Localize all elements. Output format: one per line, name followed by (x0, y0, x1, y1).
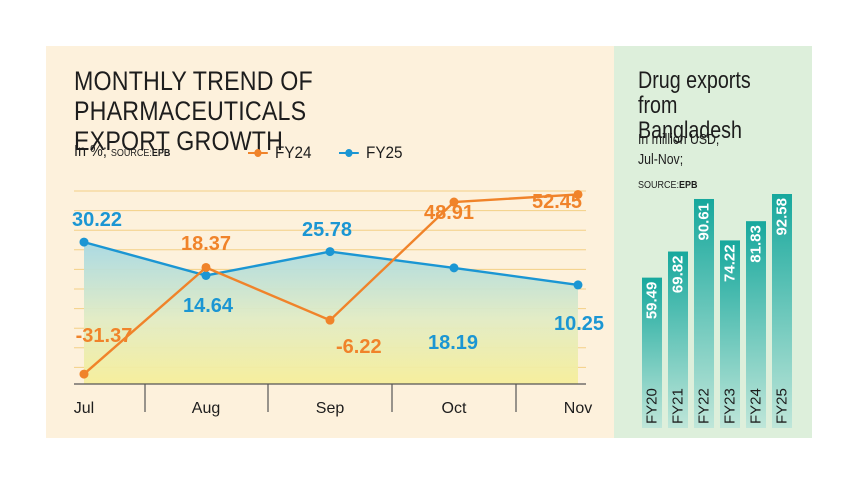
bar-title-line-2: from Bangladesh (638, 92, 742, 144)
unit-label: In %; (74, 143, 107, 160)
fy25-point (325, 247, 335, 257)
bar-value-label: 81.83 (748, 225, 765, 263)
fy24-data-label: 48.91 (424, 202, 474, 224)
chart-title: MONTHLY TREND OF PHARMACEUTICALS EXPORT … (74, 66, 521, 156)
bar-value-label: 92.58 (774, 198, 791, 236)
x-tick-label: Sep (316, 400, 345, 417)
chart-title-line-2: EXPORT GROWTH (74, 126, 284, 156)
bar-unit-label: In million USD; (638, 131, 720, 148)
bar-title-line-1: Drug exports (638, 67, 751, 94)
bar-unit-note: In million USD; Jul-Nov; (638, 130, 786, 170)
bar-chart-title: Drug exports from Bangladesh (638, 68, 777, 143)
fy24-data-label: 52.45 (532, 191, 582, 213)
x-tick-label: Jul (74, 400, 94, 417)
unit-source-note: In %; SOURCE:EPB (74, 143, 170, 161)
fy25-point (79, 237, 89, 247)
bar-fy23 (720, 240, 740, 428)
fy24-data-label: -6.22 (336, 336, 382, 358)
fy25-data-label: 10.25 (554, 313, 604, 335)
x-tick-label: Oct (442, 400, 467, 417)
fy25-point (201, 270, 211, 280)
fy25-data-label: 30.22 (72, 209, 122, 231)
x-tick-label: Aug (192, 400, 220, 417)
bar-category-label: FY24 (748, 388, 765, 424)
bar-source-note: SOURCE:EPB (638, 175, 698, 193)
legend-fy25-swatch (339, 149, 359, 157)
legend-fy24-label: FY24 (275, 143, 312, 162)
bar-chart: 59.49 FY20 69.82 FY21 90.61 FY22 74.22 FY23 81.8… (642, 194, 792, 428)
fy25-point (573, 280, 583, 290)
fy25-data-label: 25.78 (302, 219, 352, 241)
bar-fy21 (668, 251, 688, 428)
legend-fy24: FY24 (248, 143, 312, 163)
fy25-data-label: 14.64 (183, 295, 234, 317)
bar-category-label: FY22 (696, 388, 713, 424)
bar-value-label: 90.61 (696, 203, 713, 241)
chart-title-line-1: MONTHLY TREND OF PHARMACEUTICALS (74, 66, 313, 126)
legend-fy24-swatch (248, 149, 268, 157)
line-chart: Jul Aug Sep Oct Nov 30.22 14.64 25.78 18.19 10.25… (72, 189, 604, 417)
bar-category-label: FY21 (670, 388, 687, 424)
bar-fy20 (642, 277, 662, 428)
fy24-data-label: -31.37 (76, 325, 133, 347)
bar-category-label: FY20 (644, 388, 661, 424)
bar-source-value: EPB (679, 180, 698, 191)
fy24-point (325, 315, 335, 325)
line-chart-panel: MONTHLY TREND OF PHARMACEUTICALS EXPORT … (46, 46, 614, 438)
fy24-point (449, 197, 459, 207)
bar-source-label: SOURCE: (638, 180, 680, 191)
fy24-point (79, 369, 89, 379)
bar-value-label: 59.49 (644, 282, 661, 320)
bar-fy22 (694, 198, 714, 428)
bar-value-label: 69.82 (670, 256, 687, 294)
bar-category-label: FY23 (722, 388, 739, 424)
fy24-point (573, 189, 583, 199)
legend-fy25-label: FY25 (366, 143, 403, 162)
bar-value-label: 74.22 (722, 244, 739, 282)
fy25-point (449, 263, 459, 273)
bar-period-label: Jul-Nov; (638, 151, 684, 168)
bar-fy24 (746, 221, 766, 428)
source-value: EPB (151, 148, 171, 159)
fy24-point (201, 262, 211, 272)
bar-fy25 (772, 194, 792, 428)
fy25-data-label: 18.19 (428, 332, 478, 354)
x-tick-label: Nov (564, 400, 592, 417)
bar-category-label: FY25 (774, 388, 791, 424)
fy24-data-label: 18.37 (181, 233, 231, 255)
source-label: SOURCE: (110, 148, 152, 159)
legend-fy25: FY25 (339, 143, 403, 163)
bar-chart-panel: Drug exports from Bangladesh In million … (614, 46, 812, 438)
